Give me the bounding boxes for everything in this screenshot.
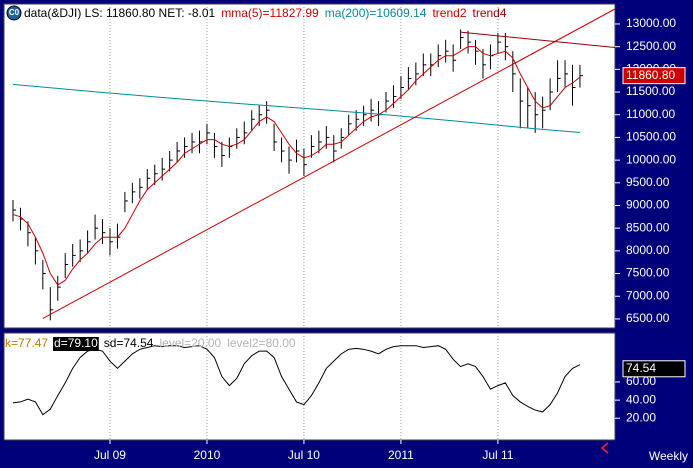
overlay-line — [12, 83, 581, 133]
y-tick-label: 20.00 — [626, 410, 656, 424]
oscillator-line — [12, 345, 581, 416]
header-text: trend2 — [432, 6, 466, 20]
header-text: trend4 — [473, 6, 507, 20]
last-value-label: 11860.80 — [626, 68, 675, 82]
y-tick-label: 10500.00 — [626, 130, 676, 144]
icon-badge — [6, 5, 22, 21]
price-panel — [3, 3, 616, 329]
period-label: Weekly — [649, 449, 688, 463]
overlay-line — [12, 46, 581, 286]
y-tick-label: 12500.00 — [626, 39, 676, 53]
header-text: data(&DJI) LS: 11860.80 NET: -8.01 — [24, 6, 216, 20]
y-tick-label: 11000.00 — [626, 107, 675, 121]
overlay-line — [460, 31, 615, 49]
y-tick-label: 7500.00 — [626, 266, 670, 280]
y-tick-label: 8500.00 — [626, 220, 670, 234]
header-text: sd=74.54 — [104, 336, 154, 350]
y-tick-label: 40.00 — [626, 392, 656, 406]
icon-text: C0 — [9, 8, 20, 17]
y-tick-label: 11500.00 — [626, 84, 675, 98]
header-text: d=79.10 — [54, 336, 98, 350]
y-tick-label: 13000.00 — [626, 16, 676, 30]
last-value-box — [622, 360, 686, 378]
y-tick-label: 6500.00 — [626, 311, 670, 325]
y-tick-label: 7000.00 — [626, 288, 670, 302]
y-tick-label: 8000.00 — [626, 243, 670, 257]
oscillator-panel — [3, 332, 616, 441]
overlay-line — [42, 8, 615, 319]
last-value-label: 74.54 — [626, 361, 656, 375]
y-tick-label: 10000.00 — [626, 152, 676, 166]
x-tick-label: 2011 — [388, 448, 414, 462]
header-bg — [53, 337, 99, 351]
y-tick-label: 9000.00 — [626, 198, 670, 212]
header-text: k=77.47 — [5, 336, 48, 350]
scroll-arrow[interactable] — [600, 442, 609, 454]
x-tick-label: Jul 10 — [288, 448, 320, 462]
y-tick-label: 9500.00 — [626, 175, 670, 189]
y-tick-label: 60.00 — [626, 374, 656, 388]
x-tick-label: Jul 11 — [482, 448, 513, 462]
x-tick-label: 2010 — [194, 448, 221, 462]
header-text: ma(200)=10609.14 — [325, 6, 427, 20]
last-value-box — [622, 67, 686, 85]
header-text: mma(5)=11827.99 — [221, 6, 319, 20]
header-text: level2=80.00 — [227, 336, 296, 350]
header-text: level=20.00 — [159, 336, 221, 350]
x-tick-label: Jul 09 — [94, 448, 126, 462]
